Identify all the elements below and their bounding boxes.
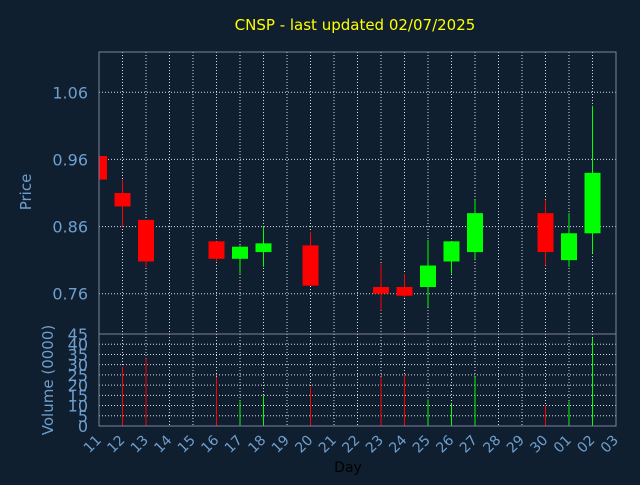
x-tick-labels: 11 12 13 14 15 16 17 18 19 20 21 22 23 24 25 26 27 28 29 30…	[81, 432, 622, 456]
price-y-tick-label: 0.76	[52, 285, 88, 304]
candle-body	[232, 246, 248, 259]
candle-body	[99, 156, 107, 180]
price-y-tick-labels: 1.06 0.96 0.86 0.76	[52, 83, 88, 303]
candle-body	[373, 287, 389, 294]
volume-y-tick-label: 25	[68, 366, 88, 385]
volume-y-tick-label: 40	[68, 335, 88, 354]
volume-panel-frame	[98, 333, 617, 427]
candle-body	[584, 172, 601, 234]
candle-body	[255, 243, 272, 253]
candle-body	[561, 233, 577, 261]
candle-body	[138, 219, 154, 262]
candle-body	[467, 213, 483, 253]
candle-body	[208, 241, 225, 259]
volume-y-tick-label: 20	[68, 376, 88, 395]
x-axis-label: Day	[334, 460, 362, 476]
volume-y-tick-label: 30	[68, 356, 88, 375]
volume-y-tick-label: 45	[68, 325, 88, 344]
volume-y-tick-label: 5	[78, 407, 88, 426]
candle-body	[537, 213, 554, 253]
volume-y-tick-label: 35	[68, 345, 88, 364]
candle-body	[420, 265, 436, 287]
price-y-tick-label: 0.96	[52, 150, 88, 169]
price-y-tick-label: 0.86	[52, 218, 88, 237]
volume-y-tick-label: 15	[68, 386, 88, 405]
candle-body	[396, 287, 413, 296]
volume-bars	[122, 338, 593, 426]
candle-body	[302, 245, 319, 286]
price-y-tick-label: 1.06	[52, 83, 88, 102]
candle-body	[443, 241, 460, 262]
volume-y-tick-label: 0	[78, 417, 88, 436]
chart-title: CNSP - last updated 02/07/2025	[235, 16, 476, 34]
candle-body	[114, 193, 131, 207]
price-candles	[98, 105, 601, 311]
price-axis-label: Price	[17, 174, 35, 211]
volume-y-tick-label: 10	[68, 397, 88, 416]
volume-axis-label: Volume (0000)	[39, 325, 57, 435]
